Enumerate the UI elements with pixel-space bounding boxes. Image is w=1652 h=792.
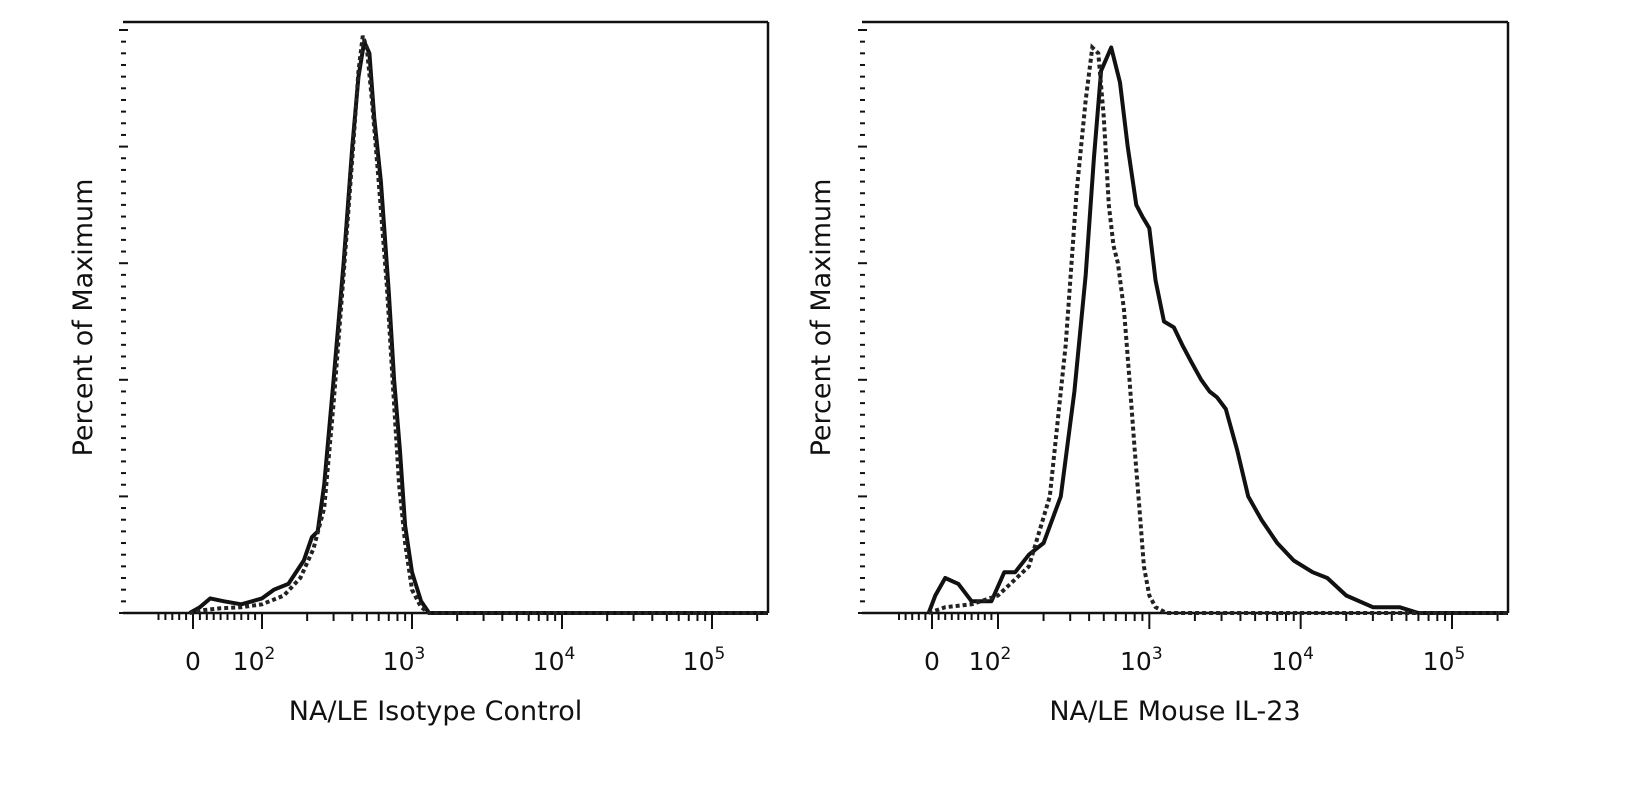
series-dashed-histogram bbox=[189, 35, 768, 615]
series-solid-histogram bbox=[926, 45, 1508, 615]
x-tick-label: 103 bbox=[383, 644, 426, 676]
x-tick-label: 102 bbox=[233, 644, 276, 676]
series-dashed-histogram bbox=[928, 43, 1508, 615]
x-tick-label: 105 bbox=[1423, 644, 1466, 676]
histogram-panel-isotype: 0 102 103 104 105 NA/LE Isotype Control Percen… bbox=[68, 20, 770, 727]
x-tick-label: 103 bbox=[1120, 644, 1163, 676]
x-tick-label: 105 bbox=[683, 644, 726, 676]
x-tick-label: 102 bbox=[969, 644, 1012, 676]
x-tick-label: 104 bbox=[533, 644, 576, 676]
y-axis-title: Percent of Maximum bbox=[806, 179, 837, 457]
histogram-panel-il23: 0 102 103 104 105 NA/LE Mouse IL-23 Percent of… bbox=[806, 20, 1510, 727]
x-axis-title: NA/LE Isotype Control bbox=[289, 696, 583, 727]
x-tick-label: 104 bbox=[1271, 644, 1314, 676]
series-solid-histogram bbox=[188, 39, 768, 615]
x-tick-label: 0 bbox=[185, 647, 201, 676]
y-axis-title: Percent of Maximum bbox=[68, 179, 99, 457]
x-axis-title: NA/LE Mouse IL-23 bbox=[1049, 696, 1300, 727]
x-tick-label: 0 bbox=[924, 647, 940, 676]
